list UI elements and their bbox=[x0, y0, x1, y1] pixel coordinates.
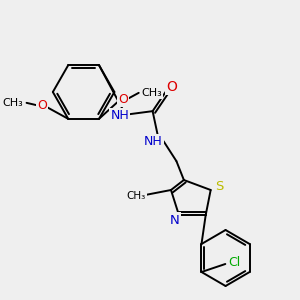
Text: O: O bbox=[166, 80, 177, 94]
Text: CH₃: CH₃ bbox=[127, 191, 146, 201]
Text: NH: NH bbox=[110, 109, 129, 122]
Text: CH₃: CH₃ bbox=[141, 88, 162, 98]
Text: NH: NH bbox=[144, 135, 163, 148]
Text: O: O bbox=[118, 93, 128, 106]
Text: S: S bbox=[215, 181, 224, 194]
Text: O: O bbox=[38, 99, 47, 112]
Text: N: N bbox=[170, 214, 180, 226]
Text: CH₃: CH₃ bbox=[2, 98, 23, 108]
Text: Cl: Cl bbox=[228, 256, 240, 269]
